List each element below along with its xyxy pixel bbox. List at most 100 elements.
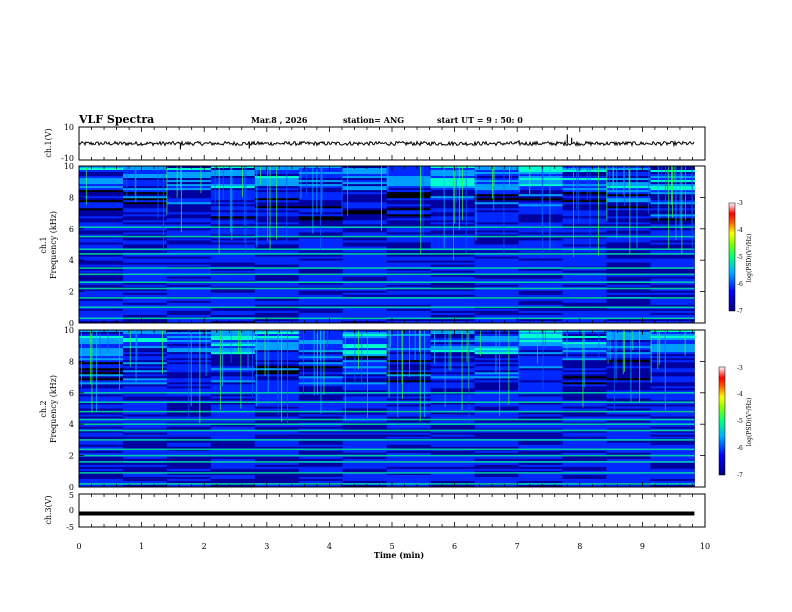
ch1-spec-cell bbox=[386, 318, 432, 322]
ch2-spec-cell bbox=[430, 466, 476, 470]
ch1-spec-cell bbox=[518, 172, 563, 175]
ch1-spec-cell bbox=[562, 184, 607, 187]
ch1-spec-cell bbox=[650, 318, 695, 322]
ch1-spec-cell bbox=[210, 292, 256, 296]
ch1-spec-cell bbox=[166, 258, 212, 261]
ch1-spec-cell bbox=[123, 238, 168, 241]
ch2-spec-cell bbox=[254, 402, 300, 405]
ch1-spec-cell bbox=[342, 206, 388, 209]
ch1-spec-cell bbox=[474, 310, 520, 314]
ch2-spec-cell bbox=[254, 466, 300, 470]
ch2-spec-cell bbox=[430, 408, 476, 411]
ch1-spec-cell bbox=[79, 180, 124, 183]
ch2-spec-cell bbox=[474, 442, 520, 446]
ch1-spec-cell bbox=[210, 168, 256, 171]
ch2-spec-cell bbox=[606, 474, 651, 478]
ch2-spec-cell bbox=[298, 442, 344, 446]
ch2-spectrogram-image bbox=[79, 330, 695, 488]
ch2-spec-cell bbox=[518, 382, 563, 385]
ch2-spec-cell bbox=[386, 442, 432, 446]
ch2-spec-cell bbox=[430, 380, 476, 383]
ch2-spec-cell bbox=[342, 476, 388, 480]
ch1-spec-cell bbox=[210, 180, 256, 183]
ch2-spec-cell bbox=[518, 408, 563, 411]
ch1-spec-cell bbox=[298, 218, 344, 221]
ch1-spec-cell bbox=[298, 268, 344, 271]
ch2-spec-cell bbox=[650, 346, 695, 349]
ch1-spec-cell bbox=[386, 314, 432, 318]
ch2-spec-burst bbox=[267, 330, 269, 394]
ch1-spec-cell bbox=[123, 188, 168, 191]
ch1-spec-burst bbox=[231, 166, 233, 240]
ch1-spec-cell bbox=[518, 300, 563, 304]
ch2-spec-cell bbox=[342, 436, 388, 439]
ch2-spec-cell bbox=[342, 360, 388, 363]
ch2-spec-cell bbox=[386, 456, 432, 460]
ch2-spec-cell bbox=[123, 444, 168, 448]
ch1-spec-cell bbox=[342, 230, 388, 233]
ch1-spec-cell bbox=[298, 170, 344, 173]
ch2-spec-band bbox=[79, 483, 695, 485]
ch2-spec-cell bbox=[562, 360, 607, 363]
ch1-spec-burst bbox=[675, 166, 677, 240]
ch1-spec-cell bbox=[650, 234, 695, 237]
ch1-spec-cell bbox=[386, 290, 432, 294]
ch2-spec-cell bbox=[606, 408, 651, 411]
ch2-spec-cell bbox=[430, 444, 476, 448]
ch1-spec-burst bbox=[242, 166, 243, 198]
ch1-spec-cell bbox=[342, 214, 388, 217]
ch2-spec-burst bbox=[401, 330, 403, 400]
ch2-spec-cell bbox=[606, 444, 651, 448]
ch1-spec-cell bbox=[123, 290, 168, 294]
ch1-spec-cell bbox=[123, 256, 168, 259]
ch2-spec-burst bbox=[419, 330, 421, 422]
ch2-spec-cell bbox=[386, 416, 432, 419]
ch1-spec-cell bbox=[562, 294, 607, 298]
ch2-spec-cell bbox=[342, 356, 388, 359]
ch1-spec-cell bbox=[298, 198, 344, 201]
ch2-spec-cell bbox=[430, 476, 476, 480]
ch1-spec-cell bbox=[386, 276, 432, 280]
ch1-spec-cell bbox=[298, 262, 344, 265]
ch2-spec-cell bbox=[254, 352, 300, 355]
ch2-spec-cell bbox=[123, 462, 168, 466]
ch2-spec-cell bbox=[79, 470, 124, 474]
ch2-spec-cell bbox=[166, 434, 212, 437]
ch1-spec-cell bbox=[386, 246, 432, 249]
ch1-spec-cell bbox=[606, 304, 651, 308]
ch1-spec-cell bbox=[562, 292, 607, 296]
ch2-spec-cell bbox=[210, 342, 256, 345]
ch1-spec-cell bbox=[474, 246, 520, 249]
ch2-spec-cell bbox=[562, 468, 607, 472]
ch1-spec-cell bbox=[518, 292, 563, 296]
ch2-spec-burst bbox=[367, 330, 368, 418]
ch1-spec-cell bbox=[79, 206, 124, 209]
ch2-spec-cell bbox=[123, 446, 168, 450]
ch1-spec-cell bbox=[254, 300, 300, 304]
ch1-spec-cell bbox=[606, 260, 651, 263]
ch1-spec-cell bbox=[386, 264, 432, 267]
ch2-spec-cell bbox=[474, 348, 520, 351]
ch2-spec-cell bbox=[123, 396, 168, 399]
ch1-spec-cell bbox=[166, 312, 212, 316]
ch2-spec-burst bbox=[303, 330, 304, 394]
ch1-spec-cell bbox=[474, 258, 520, 261]
ch1-spec-cell bbox=[342, 218, 388, 221]
ch1-spec-cell bbox=[210, 260, 256, 263]
ch1-spec-burst bbox=[180, 166, 182, 233]
ch1-spec-cell bbox=[430, 220, 476, 223]
ch2-spec-cell bbox=[210, 480, 256, 484]
ch1-spec-cell bbox=[79, 304, 124, 308]
ch2-spec-cell bbox=[606, 412, 651, 415]
ch2-spec-cell bbox=[518, 476, 563, 480]
ch2-spec-cell bbox=[79, 378, 124, 381]
ch1-spec-cell bbox=[518, 180, 563, 183]
ch1-spec-cell bbox=[123, 210, 168, 213]
ch1-spec-cell bbox=[562, 170, 607, 173]
ch1-spec-cell bbox=[474, 188, 520, 191]
ch2-spec-cell bbox=[650, 360, 695, 363]
ch1-spec-cell bbox=[123, 192, 168, 195]
ch2-spec-cell bbox=[518, 464, 563, 468]
ch1-spec-cell bbox=[430, 242, 476, 245]
ch1-spec-cell bbox=[342, 300, 388, 304]
